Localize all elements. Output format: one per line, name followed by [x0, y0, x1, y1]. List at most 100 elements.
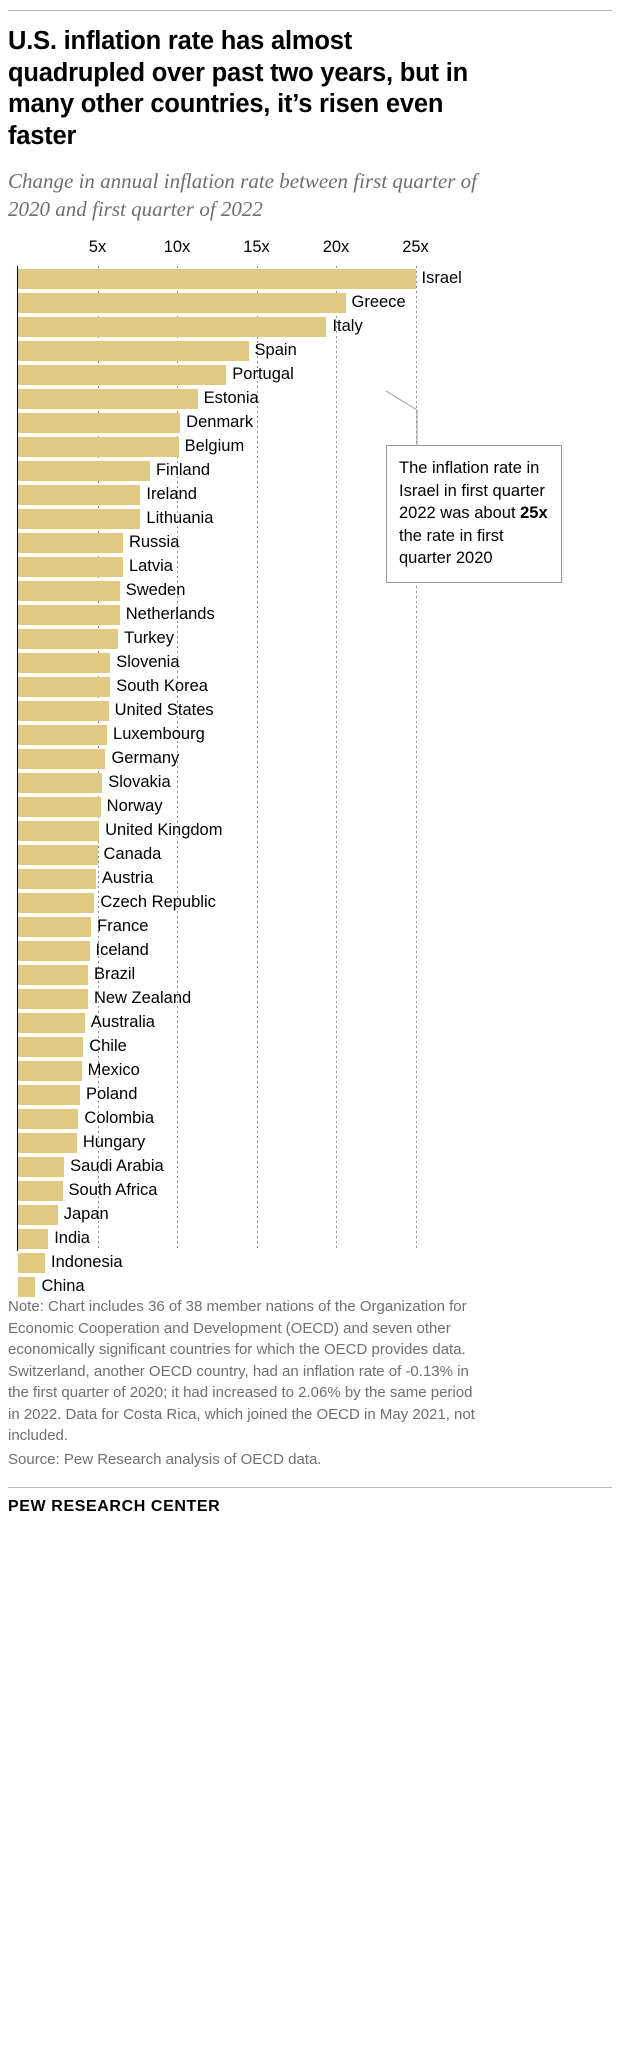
bar-row: New Zealand — [0, 989, 620, 1013]
bar-label-saudi-arabia: Saudi Arabia — [70, 1157, 164, 1175]
bar-label-denmark: Denmark — [186, 413, 254, 431]
bar-label-austria: Austria — [101, 869, 154, 887]
gridline-10x — [177, 266, 178, 1251]
bar-italy — [18, 317, 327, 337]
bar-row: Slovakia — [0, 773, 620, 797]
bar-label-belgium: Belgium — [184, 437, 245, 455]
callout-line-2: in Israel in first — [399, 459, 540, 500]
bar-label-latvia: Latvia — [128, 557, 173, 575]
x-tick-label-15x: 15x — [243, 238, 270, 256]
bar-label-canada: Canada — [103, 845, 162, 863]
bar-denmark — [18, 413, 181, 433]
bar-row: Poland — [0, 1085, 620, 1109]
top-divider — [8, 10, 612, 11]
bar-label-poland: Poland — [86, 1085, 138, 1103]
bar-label-norway: Norway — [106, 797, 163, 815]
bar-norway — [18, 797, 101, 817]
bar-row: South Korea — [0, 677, 620, 701]
bar-row: Norway — [0, 797, 620, 821]
gridline-25x — [415, 266, 417, 1251]
bar-row: Brazil — [0, 965, 620, 989]
x-tick-label-5x: 5x — [88, 238, 107, 256]
bar-row: United Kingdom — [0, 821, 620, 845]
bar-austria — [18, 869, 96, 889]
callout-line-1: The inflation rate — [399, 459, 522, 477]
bar-row: Indonesia — [0, 1253, 620, 1277]
bar-row: Latvia — [0, 557, 620, 581]
bar-colombia — [18, 1109, 79, 1129]
bar-label-luxembourg: Luxembourg — [113, 725, 205, 743]
bar-latvia — [18, 557, 123, 577]
bar-russia — [18, 533, 123, 553]
gridline-15x — [256, 266, 258, 1251]
bar-label-spain: Spain — [254, 341, 297, 359]
bar-label-japan: Japan — [63, 1205, 109, 1223]
callout-leader-line — [385, 390, 418, 451]
x-tick-label-20x: 20x — [322, 238, 350, 256]
bar-hungary — [18, 1133, 77, 1153]
bar-canada — [18, 845, 98, 865]
bar-chile — [18, 1037, 84, 1057]
bar-finland — [18, 461, 150, 481]
bar-label-australia: Australia — [90, 1013, 155, 1031]
callout-line-3: quarter 2022 was — [399, 481, 545, 523]
bar-chart: 5x 10x 15x 20x 25x Israel Greece Italy Spain Por… — [0, 238, 620, 1297]
bar-iceland — [18, 941, 90, 961]
bar-greece — [18, 293, 346, 313]
bar-label-finland: Finland — [155, 461, 211, 479]
bar-row: Austria — [0, 869, 620, 893]
bar-label-greece: Greece — [351, 293, 406, 311]
bar-label-germany: Germany — [111, 749, 180, 767]
bar-row: Luxembourg — [0, 725, 620, 749]
bar-row: Iceland — [0, 941, 620, 965]
brand-footer: PEW RESEARCH CENTER — [8, 1498, 221, 1515]
bar-label-chile: Chile — [89, 1037, 127, 1055]
bar-row: France — [0, 917, 620, 941]
bar-row: United States — [0, 701, 620, 725]
bar-row: Spain — [0, 341, 620, 365]
bar-row: Germany — [0, 749, 620, 773]
bar-row: South Africa — [0, 1181, 620, 1205]
bar-netherlands — [18, 605, 120, 625]
bar-united-kingdom — [18, 821, 100, 841]
x-tick-label-10x: 10x — [163, 238, 191, 256]
x-tick-label-25x: 25x — [402, 238, 429, 256]
bar-row: Sweden — [0, 581, 620, 605]
bar-ireland — [18, 485, 141, 505]
bar-row: Saudi Arabia — [0, 1157, 620, 1181]
callout-highlight-value: 25x — [520, 504, 548, 522]
bar-label-russia: Russia — [128, 533, 180, 551]
bar-row: Italy — [0, 317, 620, 341]
page-subtitle: Change in annual inflation rate between … — [8, 169, 477, 221]
bar-japan — [18, 1205, 58, 1225]
bar-row: Australia — [0, 1013, 620, 1037]
bar-row: Belgium — [0, 437, 620, 461]
bar-turkey — [18, 629, 119, 649]
bar-row: Chile — [0, 1037, 620, 1061]
bar-row: India — [0, 1229, 620, 1253]
bar-row: China — [0, 1277, 620, 1301]
bar-saudi-arabia — [18, 1157, 65, 1177]
bar-label-portugal: Portugal — [232, 365, 294, 383]
bar-new-zealand — [18, 989, 88, 1009]
y-axis-line — [17, 266, 18, 1251]
callout-line-4-pre: about — [474, 504, 521, 522]
bar-china — [18, 1277, 36, 1297]
bar-label-france: France — [97, 917, 149, 935]
bar-row: Colombia — [0, 1109, 620, 1133]
bar-row: Finland — [0, 461, 620, 485]
bottom-divider — [8, 1487, 612, 1488]
bar-poland — [18, 1085, 80, 1105]
bar-portugal — [18, 365, 227, 385]
bar-estonia — [18, 389, 198, 409]
bar-label-czech-republic: Czech Republic — [100, 893, 216, 911]
bar-label-colombia: Colombia — [84, 1109, 155, 1127]
bar-label-slovenia: Slovenia — [116, 653, 180, 671]
bar-india — [18, 1229, 49, 1249]
bar-france — [18, 917, 92, 937]
bar-label-italy: Italy — [332, 317, 363, 335]
callout-line-4-post: the rate — [399, 526, 455, 545]
bar-united-states — [18, 701, 109, 721]
bar-israel — [18, 269, 416, 289]
